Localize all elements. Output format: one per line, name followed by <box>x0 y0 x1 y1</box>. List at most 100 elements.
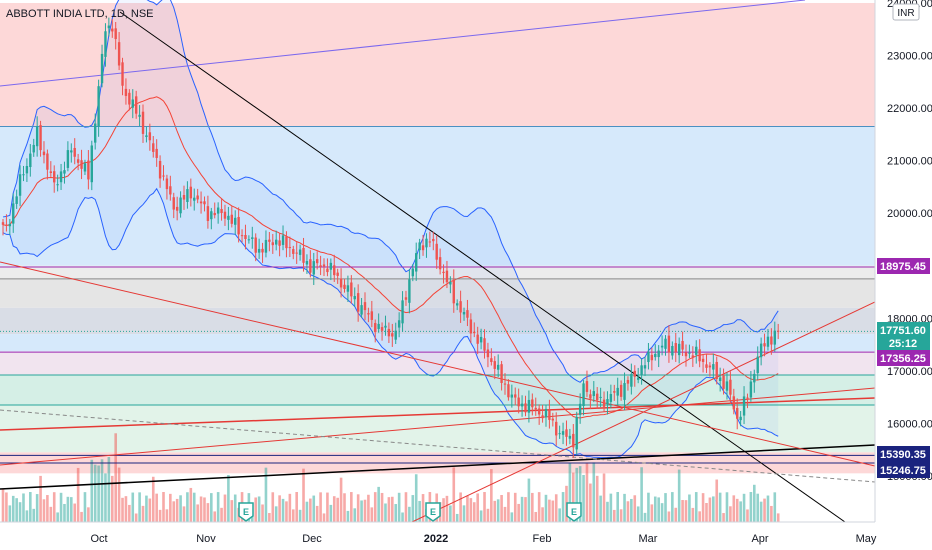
candle-body <box>73 147 76 157</box>
volume-bar <box>664 493 667 522</box>
volume-bar <box>134 513 138 522</box>
candle-body <box>756 356 759 374</box>
candle-body <box>619 384 623 397</box>
earnings-marker[interactable]: E <box>566 502 582 522</box>
candle-body <box>70 150 73 153</box>
candle-body <box>56 184 59 186</box>
volume-bar <box>701 493 705 522</box>
candle-body <box>370 311 374 320</box>
time-tick-label: Oct <box>90 533 107 545</box>
volume-bar <box>592 462 596 522</box>
candle-body <box>722 375 725 389</box>
trendline <box>0 397 875 431</box>
candle-body <box>708 365 712 368</box>
volume-bar <box>462 505 466 522</box>
candle-body <box>490 358 493 363</box>
candle-body <box>715 361 718 379</box>
volume-bar <box>295 492 298 522</box>
volume-bar <box>162 492 165 522</box>
volume-bar <box>602 473 606 522</box>
candle-body <box>493 361 496 369</box>
candle-body <box>742 396 746 416</box>
candle-body <box>134 96 138 114</box>
volume-bar <box>281 498 285 522</box>
volume-bar <box>302 468 305 522</box>
price-zone <box>0 375 875 406</box>
volume-bar <box>394 504 398 522</box>
candle-body <box>599 396 602 398</box>
volume-bar <box>490 469 493 522</box>
volume-bar <box>46 495 49 522</box>
candle-body <box>418 242 421 251</box>
volume-bar <box>155 493 158 522</box>
candle-body <box>421 245 425 251</box>
candle-body <box>415 253 418 272</box>
price-label-level-4: 15246.75 <box>877 462 930 478</box>
candle-body <box>138 114 141 117</box>
volume-bar <box>261 504 264 522</box>
volume-bar <box>561 492 565 522</box>
volume-bar <box>483 492 486 522</box>
price-zone <box>0 405 875 453</box>
candle-body <box>216 207 220 214</box>
candle-body <box>582 383 585 407</box>
candle-body <box>339 278 343 288</box>
volume-bar <box>500 495 503 522</box>
volume-bar <box>684 500 688 522</box>
trendlines <box>0 0 875 522</box>
candle-body <box>39 125 42 151</box>
candle-body <box>247 239 251 241</box>
candle-body <box>449 281 452 285</box>
candle-body <box>254 237 257 253</box>
volume-bar <box>619 509 623 522</box>
candle-body <box>278 240 281 246</box>
candle-body <box>466 310 469 318</box>
candle-body <box>391 333 394 337</box>
candle-body <box>343 284 346 289</box>
candle-body <box>53 171 56 183</box>
candle-body <box>541 415 544 419</box>
volume-bar <box>520 496 524 522</box>
volume-bar <box>233 494 237 522</box>
volume-bar <box>329 504 333 522</box>
earnings-marker[interactable]: E <box>425 502 441 522</box>
candles <box>1 17 780 458</box>
volume-bar <box>568 463 572 522</box>
candle-body <box>356 293 360 312</box>
volume-bar <box>681 500 684 522</box>
volume-bar <box>18 502 22 522</box>
candle-body <box>367 313 370 315</box>
volume-bar <box>452 467 456 522</box>
candle-body <box>408 279 411 303</box>
candle-body <box>114 28 117 40</box>
candle-body <box>585 381 589 392</box>
volume-bar <box>660 503 664 522</box>
volume-bar <box>52 492 56 522</box>
candle-body <box>295 252 298 254</box>
volume-bar <box>742 493 746 522</box>
candle-body <box>684 352 688 357</box>
candle-body <box>350 282 353 297</box>
time-axis[interactable]: Oct Nov Dec 2022 Feb Mar Apr May <box>0 521 877 550</box>
volume-bar <box>305 501 309 522</box>
price-tick-label: 21000.00 <box>887 156 932 168</box>
volume-bar <box>336 497 339 522</box>
volume-bar <box>729 506 732 522</box>
candle-body <box>486 349 490 358</box>
candle-body <box>298 249 302 255</box>
volume-bar <box>309 498 312 522</box>
candle-body <box>589 394 592 399</box>
volume-bar <box>718 492 722 522</box>
candle-body <box>196 195 199 200</box>
svg-text:25:12: 25:12 <box>889 338 917 350</box>
volume-bar <box>203 497 206 522</box>
volume-bar <box>315 505 319 522</box>
volume-bar <box>650 504 654 522</box>
candle-body <box>527 399 531 413</box>
candle-body <box>664 338 667 349</box>
candle-body <box>302 247 305 263</box>
candle-body <box>199 201 203 204</box>
volume-bar <box>776 513 780 522</box>
earnings-marker[interactable]: E <box>238 502 254 522</box>
